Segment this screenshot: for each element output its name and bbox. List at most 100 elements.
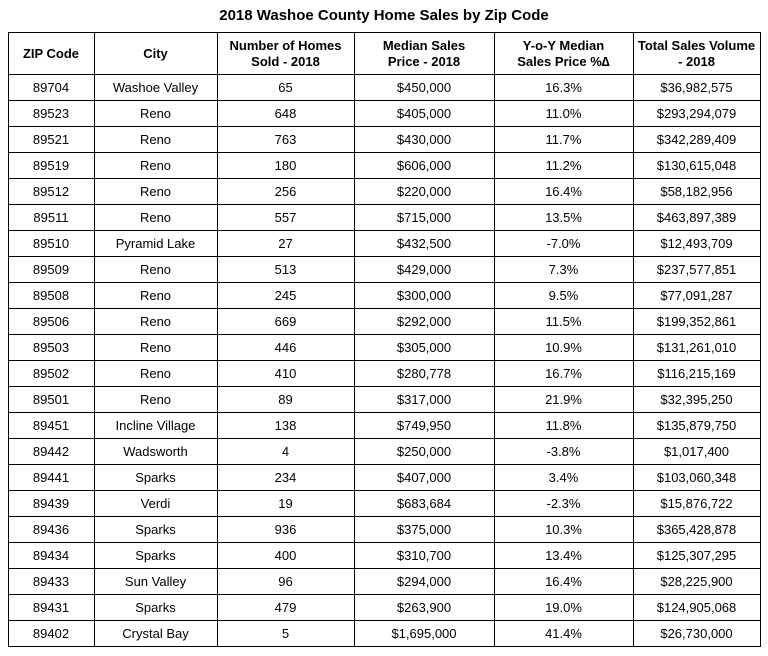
zip-code-cell: 89502 [7, 360, 95, 387]
homes-sold-cell: 256 [216, 178, 355, 205]
homes-sold-cell: 27 [216, 230, 355, 257]
table-row: 89501 Reno 89 $317,000 21.9% $32,395,250 [7, 386, 761, 413]
yoy-change-cell: 3.4% [493, 464, 634, 491]
yoy-change-cell: 10.9% [493, 334, 634, 361]
header-line: Number of Homes [229, 37, 342, 53]
table-row: 89442 Wadsworth 4 $250,000 -3.8% $1,017,400 [7, 438, 761, 465]
homes-sold-cell: 669 [216, 308, 355, 335]
zip-code-cell: 89508 [7, 282, 95, 309]
header-line: City [143, 45, 168, 61]
median-price-cell: $305,000 [353, 334, 495, 361]
zip-code-cell: 89510 [7, 230, 95, 257]
page-title: 2018 Washoe County Home Sales by Zip Cod… [219, 7, 549, 24]
sales-volume-cell: $103,060,348 [632, 464, 761, 491]
table-row: 89451 Incline Village 138 $749,950 11.8% $135… [7, 412, 761, 439]
zip-code-cell: 89451 [7, 412, 95, 439]
header-line: Median Sales [382, 37, 466, 53]
city-cell: Incline Village [93, 412, 218, 439]
zip-code-cell: 89441 [7, 464, 95, 491]
median-price-header: Median Sales Price - 2018 [353, 32, 495, 75]
homes-sold-cell: 936 [216, 516, 355, 543]
city-cell: Verdi [93, 490, 218, 517]
zip-code-cell: 89512 [7, 178, 95, 205]
zip-code-cell: 89523 [7, 100, 95, 127]
yoy-change-cell: 21.9% [493, 386, 634, 413]
table-header-row: ZIP Code City Number of Homes Sold - 2018 Me… [7, 32, 761, 75]
zip-code-cell: 89509 [7, 256, 95, 283]
city-cell: Washoe Valley [93, 74, 218, 101]
median-price-cell: $606,000 [353, 152, 495, 179]
table-row: 89431 Sparks 479 $263,900 19.0% $124,905,068 [7, 594, 761, 621]
city-cell: Reno [93, 256, 218, 283]
median-price-cell: $683,684 [353, 490, 495, 517]
yoy-change-cell: 16.3% [493, 74, 634, 101]
sales-volume-cell: $463,897,389 [632, 204, 761, 231]
zip-code-cell: 89436 [7, 516, 95, 543]
homes-sold-cell: 19 [216, 490, 355, 517]
city-cell: Sun Valley [93, 568, 218, 595]
homes-sold-cell: 557 [216, 204, 355, 231]
yoy-change-cell: 11.8% [493, 412, 634, 439]
city-cell: Reno [93, 152, 218, 179]
median-price-cell: $450,000 [353, 74, 495, 101]
sales-volume-cell: $32,395,250 [632, 386, 761, 413]
zip-code-cell: 89704 [7, 74, 95, 101]
median-price-cell: $405,000 [353, 100, 495, 127]
city-cell: Sparks [93, 594, 218, 621]
yoy-change-cell: -7.0% [493, 230, 634, 257]
homes-sold-cell: 763 [216, 126, 355, 153]
zip-code-cell: 89511 [7, 204, 95, 231]
sales-volume-cell: $15,876,722 [632, 490, 761, 517]
table-row: 89511 Reno 557 $715,000 13.5% $463,897,389 [7, 204, 761, 231]
table-row: 89512 Reno 256 $220,000 16.4% $58,182,956 [7, 178, 761, 205]
homes-sold-cell: 479 [216, 594, 355, 621]
yoy-change-cell: 11.7% [493, 126, 634, 153]
table-row: 89433 Sun Valley 96 $294,000 16.4% $28,225,90… [7, 568, 761, 595]
table-row: 89441 Sparks 234 $407,000 3.4% $103,060,348 [7, 464, 761, 491]
city-cell: Reno [93, 282, 218, 309]
yoy-change-cell: 13.4% [493, 542, 634, 569]
homes-sold-cell: 89 [216, 386, 355, 413]
median-price-cell: $429,000 [353, 256, 495, 283]
yoy-change-cell: 16.4% [493, 568, 634, 595]
sales-volume-cell: $342,289,409 [632, 126, 761, 153]
homes-sold-cell: 65 [216, 74, 355, 101]
table-row: 89434 Sparks 400 $310,700 13.4% $125,307,295 [7, 542, 761, 569]
zip-code-cell: 89506 [7, 308, 95, 335]
city-cell: Pyramid Lake [93, 230, 218, 257]
median-price-cell: $715,000 [353, 204, 495, 231]
yoy-change-cell: 11.5% [493, 308, 634, 335]
median-price-cell: $749,950 [353, 412, 495, 439]
homes-sold-cell: 96 [216, 568, 355, 595]
sales-volume-cell: $135,879,750 [632, 412, 761, 439]
homes-sold-cell: 245 [216, 282, 355, 309]
city-header: City [93, 32, 218, 75]
sales-volume-cell: $58,182,956 [632, 178, 761, 205]
table-row: 89502 Reno 410 $280,778 16.7% $116,215,169 [7, 360, 761, 387]
yoy-change-cell: 19.0% [493, 594, 634, 621]
homes-sold-cell: 400 [216, 542, 355, 569]
homes-sold-cell: 5 [216, 620, 355, 647]
sales-volume-cell: $131,261,010 [632, 334, 761, 361]
zip-code-cell: 89521 [7, 126, 95, 153]
sales-volume-cell: $116,215,169 [632, 360, 761, 387]
yoy-change-cell: 11.0% [493, 100, 634, 127]
homes-sold-cell: 234 [216, 464, 355, 491]
homes-sold-cell: 4 [216, 438, 355, 465]
sales-volume-cell: $28,225,900 [632, 568, 761, 595]
median-price-cell: $317,000 [353, 386, 495, 413]
homes-sold-cell: 180 [216, 152, 355, 179]
sales-volume-cell: $1,017,400 [632, 438, 761, 465]
sales-volume-cell: $12,493,709 [632, 230, 761, 257]
sales-volume-cell: $237,577,851 [632, 256, 761, 283]
city-cell: Reno [93, 386, 218, 413]
table-row: 89503 Reno 446 $305,000 10.9% $131,261,010 [7, 334, 761, 361]
yoy-change-cell: 9.5% [493, 282, 634, 309]
sales-volume-cell: $124,905,068 [632, 594, 761, 621]
yoy-change-cell: 10.3% [493, 516, 634, 543]
median-price-cell: $430,000 [353, 126, 495, 153]
city-cell: Wadsworth [93, 438, 218, 465]
median-price-cell: $220,000 [353, 178, 495, 205]
zip-code-header: ZIP Code [7, 32, 95, 75]
yoy-change-cell: -3.8% [493, 438, 634, 465]
